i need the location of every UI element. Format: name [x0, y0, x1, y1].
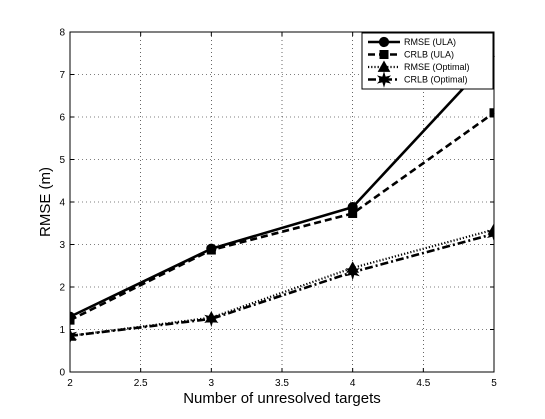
- y-tick-label: 3: [59, 240, 65, 251]
- legend: RMSE (ULA) CRLB (ULA) RMSE (Optimal) CRLB (…: [361, 32, 494, 90]
- legend-label: RMSE (Optimal): [404, 62, 470, 72]
- data-point: [70, 327, 78, 345]
- x-tick-label: 3: [209, 378, 215, 389]
- series-line: [69, 111, 495, 322]
- data-point: [204, 310, 219, 328]
- ticks: 2 2.5 3 3.5 4 4.5 5 0 1 2 3 4 5 6 7 8: [59, 28, 497, 390]
- y-axis-label: RMSE (m): [37, 167, 54, 237]
- x-tick-label: 4: [350, 378, 356, 389]
- x-tick-label: 3.5: [275, 378, 289, 389]
- y-tick-label: 4: [59, 198, 65, 209]
- legend-marker: [376, 71, 392, 88]
- x-tick-label: 4.5: [416, 378, 430, 389]
- x-tick-label: 2: [67, 378, 73, 389]
- series-markers: [70, 108, 494, 325]
- y-tick-label: 5: [59, 155, 65, 166]
- series-line: [69, 54, 495, 318]
- series-markers: [70, 225, 494, 345]
- x-tick-label: 5: [491, 378, 497, 389]
- data-point: [345, 263, 360, 281]
- x-axis-label: Number of unresolved targets: [183, 390, 381, 407]
- legend-label: RMSE (ULA): [404, 37, 456, 47]
- series-line: [69, 232, 495, 338]
- series-star: [69, 225, 495, 345]
- legend-marker: [378, 36, 390, 48]
- x-tick-label: 2.5: [134, 378, 148, 389]
- y-tick-label: 8: [59, 28, 65, 39]
- y-tick-label: 7: [59, 70, 65, 81]
- data-point: [486, 225, 494, 243]
- data-point: [70, 315, 75, 325]
- legend-label: CRLB (Optimal): [404, 75, 468, 85]
- legend-label: CRLB (ULA): [404, 50, 454, 60]
- data-point: [348, 208, 358, 218]
- series-layer: [69, 50, 495, 345]
- y-tick-label: 6: [59, 113, 65, 124]
- data-point: [206, 245, 216, 255]
- y-tick-label: 0: [59, 368, 65, 379]
- y-tick-label: 1: [59, 325, 65, 336]
- series-square: [69, 108, 495, 325]
- y-tick-label: 2: [59, 283, 65, 294]
- data-point: [489, 108, 494, 118]
- legend-marker: [379, 50, 389, 59]
